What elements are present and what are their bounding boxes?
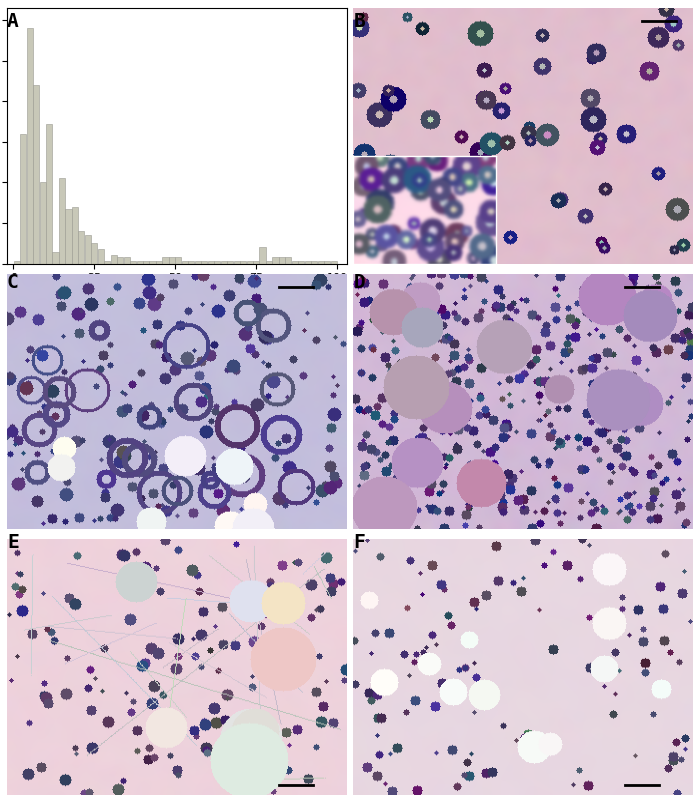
Bar bbox=[150, 261, 155, 264]
Bar bbox=[304, 261, 311, 264]
Bar bbox=[266, 261, 272, 264]
Text: C: C bbox=[7, 273, 19, 292]
Bar bbox=[59, 178, 65, 264]
Bar bbox=[85, 235, 91, 264]
Bar bbox=[214, 261, 220, 264]
Bar bbox=[169, 257, 175, 264]
Bar bbox=[20, 133, 26, 264]
Bar bbox=[260, 248, 265, 264]
Bar bbox=[227, 261, 233, 264]
Text: F: F bbox=[354, 533, 365, 552]
Bar bbox=[124, 257, 130, 264]
Bar bbox=[240, 261, 246, 264]
Bar bbox=[234, 261, 239, 264]
Bar bbox=[130, 261, 136, 264]
Bar bbox=[65, 209, 71, 264]
Bar bbox=[52, 252, 59, 264]
Bar bbox=[78, 231, 85, 264]
Bar bbox=[175, 257, 181, 264]
Bar bbox=[279, 257, 285, 264]
Bar bbox=[182, 261, 188, 264]
Bar bbox=[46, 124, 52, 264]
Text: D: D bbox=[354, 273, 365, 292]
Bar bbox=[188, 261, 195, 264]
Bar bbox=[104, 261, 111, 264]
Bar bbox=[312, 261, 317, 264]
Bar bbox=[117, 257, 123, 264]
Bar bbox=[72, 207, 78, 264]
Bar bbox=[156, 261, 162, 264]
Bar bbox=[324, 261, 330, 264]
Bar bbox=[195, 261, 201, 264]
Bar bbox=[143, 261, 149, 264]
Bar bbox=[220, 261, 227, 264]
Bar bbox=[298, 261, 304, 264]
Bar bbox=[272, 257, 279, 264]
Text: A: A bbox=[7, 12, 19, 31]
Bar bbox=[318, 261, 324, 264]
Bar bbox=[39, 182, 46, 264]
Bar bbox=[162, 257, 169, 264]
Bar bbox=[246, 261, 253, 264]
Bar bbox=[91, 243, 97, 264]
Bar bbox=[33, 85, 39, 264]
Bar bbox=[286, 257, 291, 264]
Bar bbox=[136, 261, 143, 264]
Text: B: B bbox=[354, 12, 365, 31]
Bar bbox=[201, 261, 207, 264]
Bar bbox=[13, 261, 20, 264]
Bar bbox=[111, 256, 117, 264]
Bar bbox=[253, 261, 259, 264]
Bar bbox=[292, 261, 298, 264]
Bar bbox=[208, 261, 213, 264]
Bar bbox=[27, 28, 33, 264]
Text: E: E bbox=[7, 533, 19, 552]
Bar bbox=[98, 249, 104, 264]
Bar bbox=[330, 261, 337, 264]
X-axis label: TILs  (%): TILs (%) bbox=[143, 288, 211, 302]
